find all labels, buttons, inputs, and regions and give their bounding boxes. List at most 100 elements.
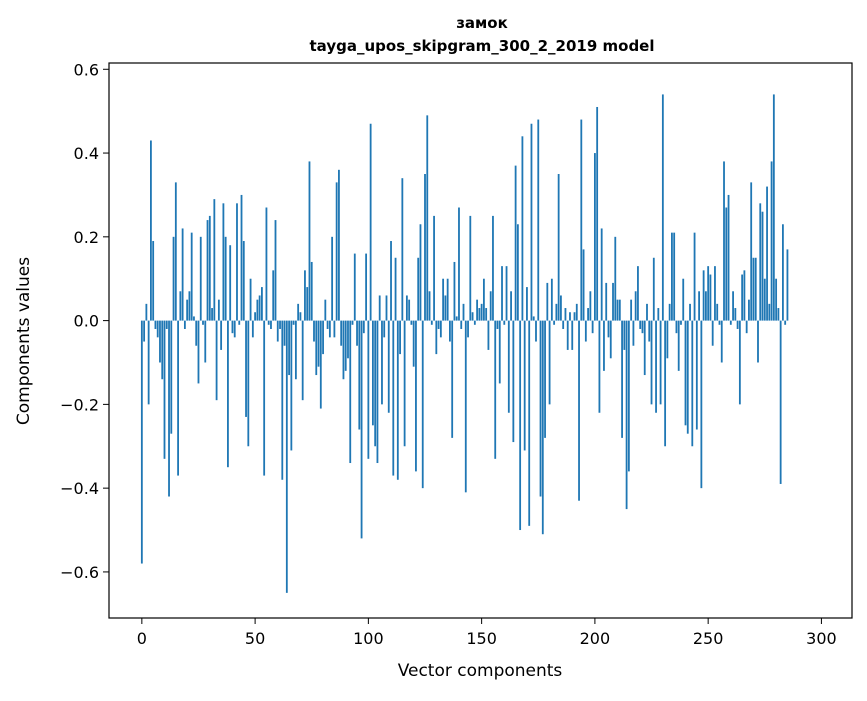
bar [290,320,293,451]
bar [752,257,755,321]
bar [256,299,259,321]
bar [408,299,411,321]
bar [582,249,585,321]
bar [143,320,146,342]
bar [358,320,361,430]
x-tick-label: 150 [466,629,497,648]
bar [492,215,494,321]
bar [453,261,456,321]
bar [403,320,406,447]
bar [222,203,225,321]
bar [267,320,270,325]
bar [362,320,365,334]
bar [387,320,390,413]
bar [186,299,189,321]
bar [217,299,220,321]
x-tick-label: 50 [245,629,265,648]
bar [378,295,381,321]
bar [449,320,451,342]
bar [618,299,621,321]
bar [473,320,476,325]
bar [544,320,546,438]
bar [272,270,275,321]
bar [623,320,626,350]
x-axis-ticks: 0 50 100 150 200 250 300 [137,618,837,648]
bar [564,308,567,321]
bar [152,241,155,321]
bar [335,182,338,321]
bar [496,320,499,329]
x-tick-label: 250 [693,629,724,648]
bar [786,249,789,321]
bar [328,320,331,338]
bar [698,291,700,321]
bar [279,320,281,329]
bar [668,303,671,321]
bar [550,278,553,321]
bar [297,303,300,321]
bar [680,320,682,325]
bar [725,207,728,321]
bar [288,320,290,376]
bar [596,106,599,321]
bar [482,278,485,321]
bar [208,215,211,321]
bar [263,320,266,476]
bar [188,291,191,321]
bar [353,253,356,321]
bar [652,257,655,321]
bar [501,266,503,321]
bar [365,253,368,321]
bar [716,303,719,321]
bar [174,182,177,321]
bar [659,320,662,405]
bar [580,119,583,321]
bar [281,320,284,480]
bar [768,303,771,321]
bar [528,320,531,526]
bar [247,320,250,447]
bar [374,320,377,447]
bar [514,165,517,321]
bar [324,299,327,321]
bar [231,320,234,334]
bar [732,291,734,321]
bar [743,270,746,321]
bar [646,303,648,321]
bar [714,266,716,321]
bar [154,320,157,329]
bar [274,220,277,321]
bar [736,320,739,329]
bar [723,161,725,321]
bar [757,320,759,363]
bar [437,320,440,329]
bar [310,261,313,321]
bar [168,320,170,497]
bar [204,320,207,363]
bar [532,316,535,321]
bar [600,228,603,321]
bar [410,320,413,325]
bar [519,320,522,531]
bar [605,282,608,321]
bar [229,245,232,321]
bar [657,308,660,321]
bar [682,278,685,321]
bar [190,232,193,321]
bar [371,320,374,426]
bar [510,291,512,321]
bar [326,320,329,329]
bar [276,320,279,342]
y-tick-label: 0.2 [74,228,99,247]
bar [777,308,780,321]
bar [516,224,519,321]
bar [541,320,544,535]
bar [424,174,426,321]
bar [704,291,707,321]
y-tick-label: 0.0 [74,312,99,331]
bar [446,278,449,321]
bar [498,320,501,384]
bar [562,320,565,329]
